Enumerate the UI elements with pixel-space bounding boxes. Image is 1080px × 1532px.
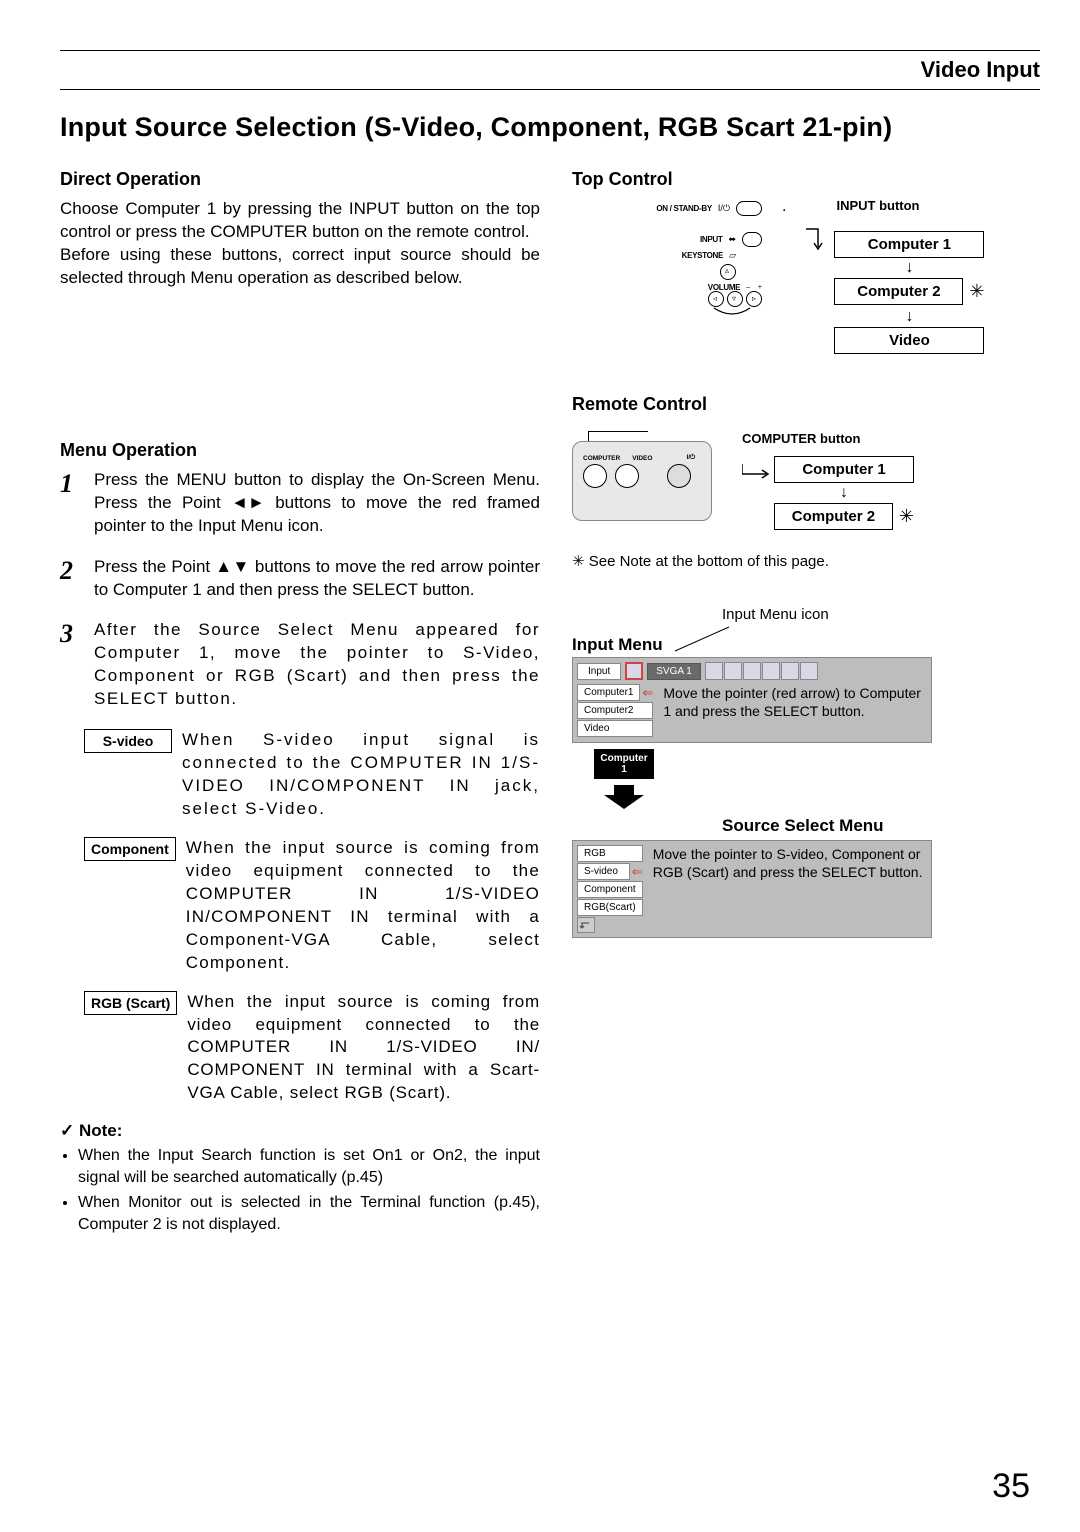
menu-item-video: Video [577, 720, 653, 737]
power-button-icon [667, 464, 691, 488]
star-icon: ✳ [899, 506, 914, 527]
input-menu-heading: Input Menu [572, 635, 663, 655]
menu-toolbar-icon [781, 662, 799, 680]
star-icon: ✳ [969, 281, 984, 302]
input-label: INPUT [700, 235, 723, 244]
step-number: 1 [60, 469, 84, 538]
menu-icon-selected [625, 662, 643, 680]
left-column: Direct Operation Choose Computer 1 by pr… [60, 169, 540, 1240]
input-button-caption: INPUT button [836, 198, 984, 213]
menu-toolbar-icon [724, 662, 742, 680]
page-number: 35 [992, 1467, 1030, 1506]
source-select-box: RGB S-video ⇐ Component RGB(Scart) Mov [572, 840, 932, 938]
section-header: Video Input [60, 57, 1040, 83]
menu-toolbar-icon [743, 662, 761, 680]
top-rule [60, 50, 1040, 51]
src-item-rgbscart: RGB(Scart) [577, 899, 643, 916]
remote-computer2-box: Computer 2 [774, 503, 893, 530]
standby-button-icon [736, 201, 762, 216]
computer2-box: Computer 2 [834, 278, 963, 305]
menuop-heading: Menu Operation [60, 440, 540, 461]
computer1-box: Computer 1 [834, 231, 984, 258]
note-heading: ✓ Note: [60, 1121, 540, 1141]
manual-page: Video Input Input Source Selection (S-Vi… [0, 0, 1080, 1532]
up-button-icon: ▵ [720, 264, 736, 280]
right-button-icon: ▹ [746, 291, 762, 307]
direct-p1: Choose Computer 1 by pressing the INPUT … [60, 198, 540, 244]
remote-computer1-box: Computer 1 [774, 456, 914, 483]
arrow-down-icon: ↓ [834, 260, 984, 276]
down-button-icon: ▿ [727, 291, 743, 307]
option-svideo-text: When S-video input signal is connected t… [182, 729, 540, 821]
note-item: When Monitor out is selected in the Term… [78, 1192, 540, 1235]
input-menu-icon-label: Input Menu icon [722, 606, 1002, 623]
right-column: Top Control ON / STAND-BY I/⏻ INPUT ⬌ [572, 169, 1002, 1240]
video-box: Video [834, 327, 984, 354]
source-menu-desc: Move the pointer to S-video, Component o… [653, 845, 927, 933]
step1-text: Press the MENU button to display the On-… [94, 469, 540, 538]
input-menu-illustration: Input Menu icon Input Menu Input SVGA 1 [572, 606, 1002, 938]
src-item-rgb: RGB [577, 845, 643, 862]
pointer-line-icon [669, 625, 749, 655]
option-component-label: Component [84, 837, 176, 861]
step2-text: Press the Point ▲▼ buttons to move the r… [94, 556, 540, 602]
page-title: Input Source Selection (S-Video, Compone… [60, 112, 1040, 143]
option-rgbscart-label: RGB (Scart) [84, 991, 177, 1015]
menu-toolbar-icon [762, 662, 780, 680]
menu-toolbar-icon [705, 662, 723, 680]
menu-tab-input: Input [577, 663, 621, 680]
note-list: When the Input Search function is set On… [78, 1145, 540, 1235]
menu-item-computer1: Computer1 [577, 684, 640, 701]
red-arrow-icon: ⇐ [642, 685, 653, 701]
standby-label: ON / STAND-BY [656, 204, 712, 213]
source-menu-list: RGB S-video ⇐ Component RGB(Scart) [577, 845, 643, 933]
remote-diagram: COMPUTER VIDEO I/⏻ [572, 441, 712, 521]
source-select-heading: Source Select Menu [722, 816, 1002, 836]
computer-button-caption: COMPUTER button [742, 431, 914, 446]
src-item-component: Component [577, 881, 643, 898]
topcontrol-diagram: ON / STAND-BY I/⏻ INPUT ⬌ KEYSTONE ▱ [572, 198, 762, 354]
step-number: 2 [60, 556, 84, 602]
remote-power-label: I/⏻ [686, 454, 695, 462]
remote-heading: Remote Control [572, 394, 1002, 415]
connector-line [806, 223, 834, 253]
input-menu-desc: Move the pointer (red arrow) to Computer… [663, 684, 927, 738]
keystone-label: KEYSTONE [682, 251, 723, 260]
direct-p2: Before using these buttons, correct inpu… [60, 244, 540, 290]
menu-toolbar-icon [800, 662, 818, 680]
big-arrow-down-icon [602, 785, 646, 811]
topcontrol-heading: Top Control [572, 169, 1002, 190]
bracket-icon [588, 431, 648, 441]
arrow-down-icon: ↓ [774, 485, 914, 501]
return-icon [577, 917, 595, 933]
input-button-icon [742, 232, 762, 247]
step3-text: After the Source Select Menu appeared fo… [94, 619, 540, 711]
curve-icon [712, 306, 752, 318]
computer-button-icon [583, 464, 607, 488]
step-number: 3 [60, 619, 84, 711]
src-item-svideo: S-video [577, 863, 630, 880]
option-svideo-label: S-video [84, 729, 172, 753]
left-button-icon: ◃ [708, 291, 724, 307]
arrow-right-icon [742, 460, 774, 490]
see-note: ✳ See Note at the bottom of this page. [572, 552, 1002, 570]
selected-computer-box: Computer 1 [594, 749, 654, 779]
note-item: When the Input Search function is set On… [78, 1145, 540, 1188]
option-component-text: When the input source is coming from vid… [186, 837, 540, 975]
remote-video-label: VIDEO [632, 455, 652, 462]
input-menu-box: Input SVGA 1 [572, 657, 932, 743]
red-arrow-icon: ⇐ [632, 864, 643, 880]
steps-list: 1 Press the MENU button to display the O… [60, 469, 540, 711]
menu-mode: SVGA 1 [647, 663, 701, 680]
option-rgbscart-text: When the input source is coming from vid… [187, 991, 540, 1106]
input-menu-list: Computer1 ⇐ Computer2 Video [577, 684, 653, 738]
direct-heading: Direct Operation [60, 169, 540, 190]
video-button-icon [615, 464, 639, 488]
header-rule [60, 89, 1040, 90]
menu-item-computer2: Computer2 [577, 702, 653, 719]
arrow-down-icon: ↓ [834, 309, 984, 325]
remote-computer-label: COMPUTER [583, 455, 620, 462]
